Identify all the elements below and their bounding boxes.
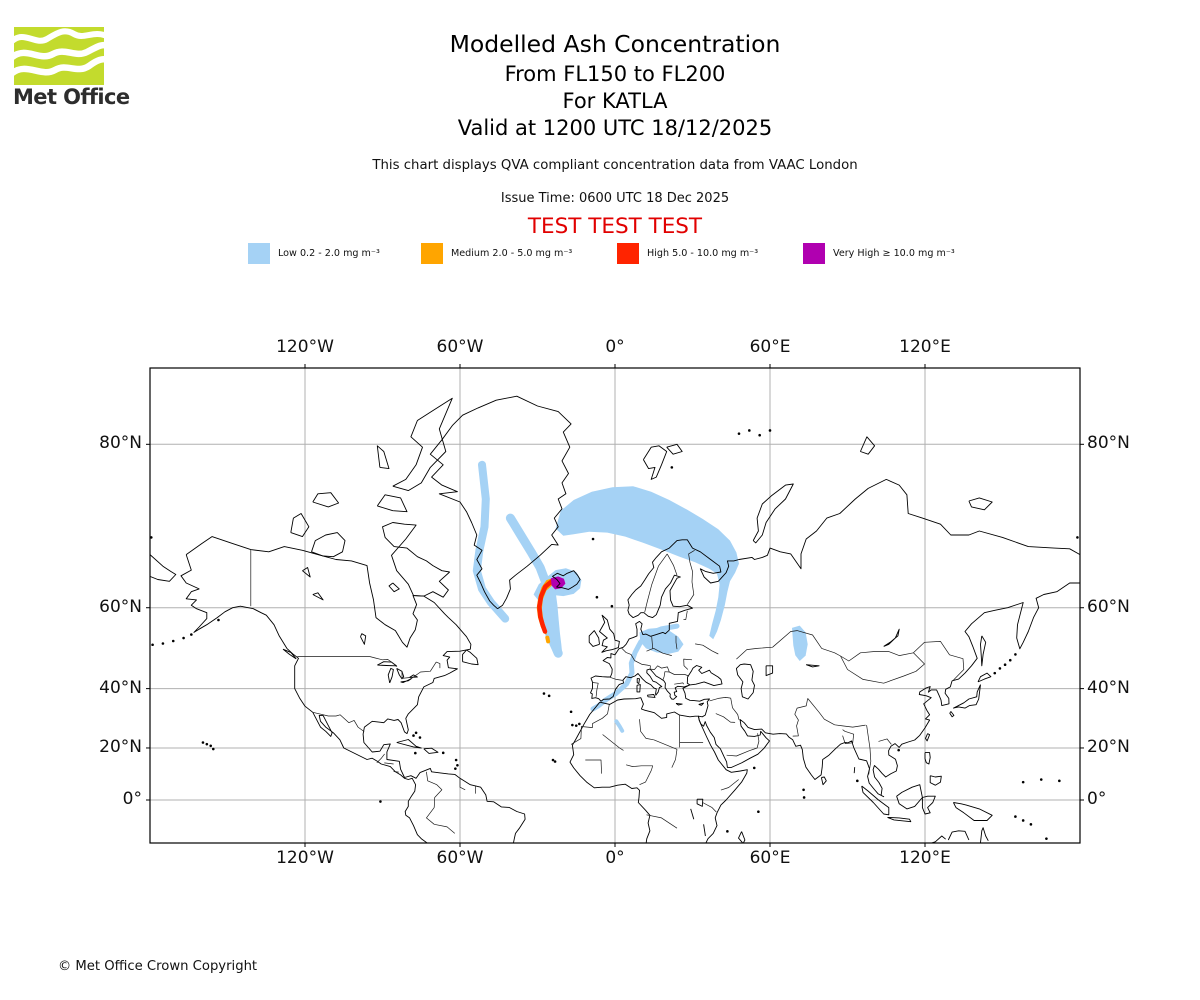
country-borders [250,549,965,834]
legend-label-high: High 5.0 - 10.0 mg m⁻³ [647,247,759,259]
coastlines [150,395,1080,843]
page-title: Modelled Ash Concentration [449,30,781,58]
ash-region-medium-south-dots [545,635,551,644]
legend-swatch-low [248,242,270,264]
x-tick-label-top-120°E: 120°E [899,337,951,357]
legend-swatch-medium [421,242,443,264]
y-tick-label-left-20°N: 20°N [99,736,142,757]
x-tick-label-bottom-60°W: 60°W [436,848,484,868]
met-office-logo-icon [14,27,104,85]
y-tick-label-left-40°N: 40°N [99,677,142,698]
y-tick-label-right-20°N: 20°N [1087,736,1130,757]
legend-swatch-very-high [803,242,825,264]
x-tick-label-bottom-60°E: 60°E [749,848,791,868]
qva-compliance-note: This chart displays QVA compliant concen… [372,158,858,173]
ash-concentration-overlay [472,460,808,733]
copyright-text: © Met Office Crown Copyright [58,959,258,974]
legend-label-very-high: Very High ≥ 10.0 mg m⁻³ [833,247,955,259]
y-tick-label-left-60°N: 60°N [99,596,142,617]
x-tick-label-bottom-0°: 0° [605,848,625,868]
issue-time: Issue Time: 0600 UTC 18 Dec 2025 [500,191,730,206]
legend-item-low: Low 0.2 - 2.0 mg m⁻³ [248,242,380,264]
x-tick-label-bottom-120°E: 120°E [899,848,951,868]
ash-region-barents-sea-band [555,486,739,640]
grid-lines [150,368,1080,843]
y-tick-label-right-0°: 0° [1087,789,1107,809]
ash-region-ural-patch [792,625,808,661]
legend-label-medium: Medium 2.0 - 5.0 mg m⁻³ [451,247,573,259]
y-tick-label-right-40°N: 40°N [1087,677,1130,698]
subtitle-volcano: For KATLA [562,89,668,113]
axis-ticks [146,364,1084,847]
ash-region-very-high-source-blob [550,576,566,590]
subtitle-valid-time: Valid at 1200 UTC 18/12/2025 [457,116,773,140]
legend-label-low: Low 0.2 - 2.0 mg m⁻³ [278,247,380,259]
ash-region-greenland-east-streak [505,513,563,658]
y-tick-label-left-80°N: 80°N [99,433,142,454]
ash-region-baltic-poland-patch [639,627,684,654]
x-tick-label-top-60°W: 60°W [436,337,484,357]
x-tick-label-top-60°E: 60°E [749,337,791,357]
ash-region-greenland-west-streak [472,460,510,623]
y-tick-label-right-80°N: 80°N [1087,433,1130,454]
legend-item-very-high: Very High ≥ 10.0 mg m⁻³ [803,242,955,264]
ash-region-high-plume-core [537,579,562,634]
ash-region-algeria-dots [614,719,625,733]
x-tick-label-top-120°W: 120°W [276,337,334,357]
legend-item-high: High 5.0 - 10.0 mg m⁻³ [617,242,758,264]
small-islands [150,429,1079,840]
logo-wordmark: Met Office [13,85,130,109]
legend-swatch-high [617,242,639,264]
test-banner: TEST TEST TEST [527,214,703,239]
y-tick-label-left-0°: 0° [122,789,142,809]
legend-item-medium: Medium 2.0 - 5.0 mg m⁻³ [421,242,572,264]
x-tick-label-top-0°: 0° [605,337,625,357]
ash-region-europe-streak [590,623,680,712]
y-tick-label-right-60°N: 60°N [1087,596,1130,617]
subtitle-flight-levels: From FL150 to FL200 [504,62,726,86]
x-tick-label-bottom-120°W: 120°W [276,848,334,868]
